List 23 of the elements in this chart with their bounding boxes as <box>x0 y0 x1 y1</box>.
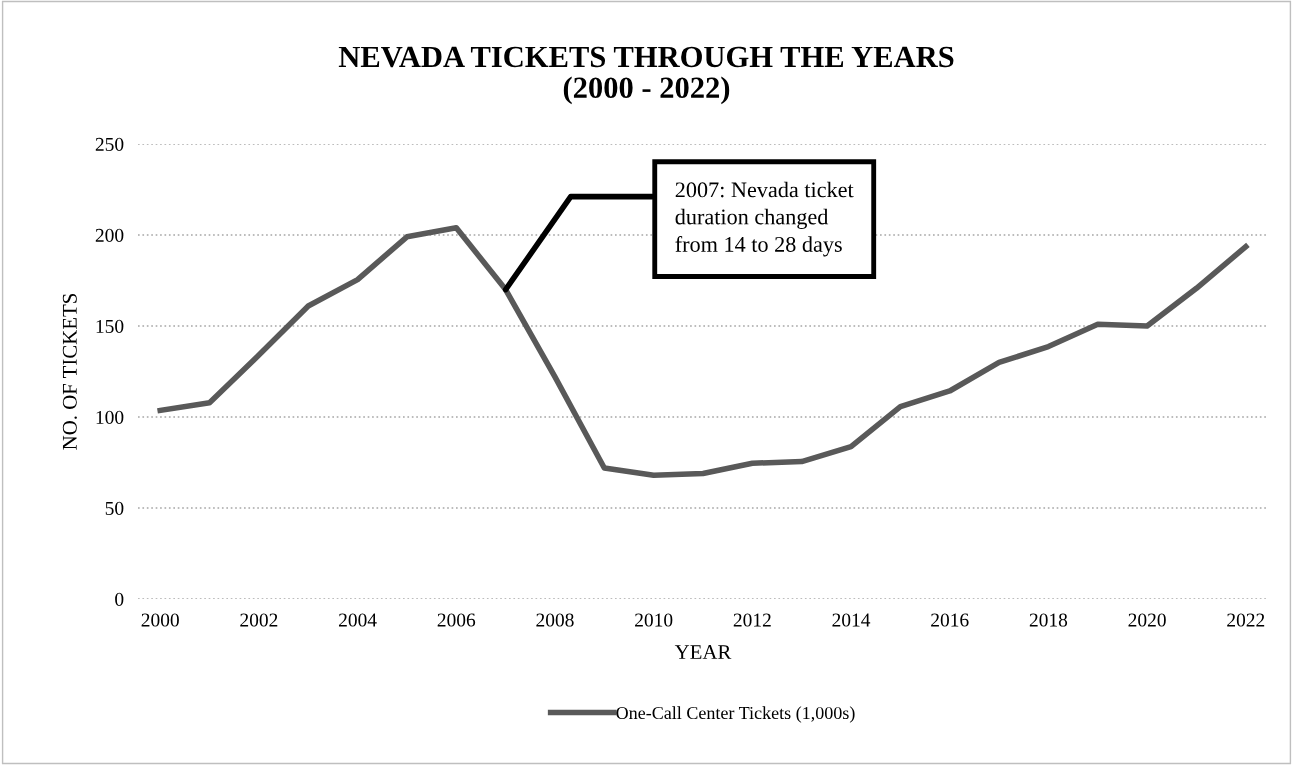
x-tick-label: 2012 <box>733 613 771 627</box>
x-tick-label: 2018 <box>1029 613 1068 627</box>
x-tick-label: 2022 <box>1227 613 1265 627</box>
x-axis-title: YEAR <box>674 645 732 659</box>
legend-label: One-Call Center Tickets (1,000s) <box>616 706 855 723</box>
y-tick-label: 150 <box>96 319 124 333</box>
x-tick-label: 2002 <box>240 613 278 627</box>
x-tick-label: 2016 <box>931 613 969 627</box>
y-tick-label: 100 <box>96 410 124 424</box>
chart-title: NEVADA TICKETS THROUGH THE YEARS (2000 - 2022) <box>338 46 954 105</box>
y-tick-label: 0 <box>115 592 124 606</box>
x-tick-label: 2010 <box>635 613 673 627</box>
y-axis-title: NO. OF TICKETS <box>62 293 77 450</box>
y-tick-label: 50 <box>105 501 124 515</box>
y-tick-label: 250 <box>95 137 124 151</box>
x-tick-label: 2014 <box>832 613 871 627</box>
y-tick-label: 200 <box>95 228 124 242</box>
x-tick-label: 2006 <box>437 613 476 627</box>
x-tick-label: 2008 <box>536 613 574 627</box>
x-tick-label: 2020 <box>1128 613 1166 627</box>
x-tick-label: 2000 <box>141 613 179 627</box>
x-tick-label: 2004 <box>338 613 377 627</box>
annotation: 2007: Nevada ticket duration changed from 14 to 28 days <box>675 181 854 257</box>
